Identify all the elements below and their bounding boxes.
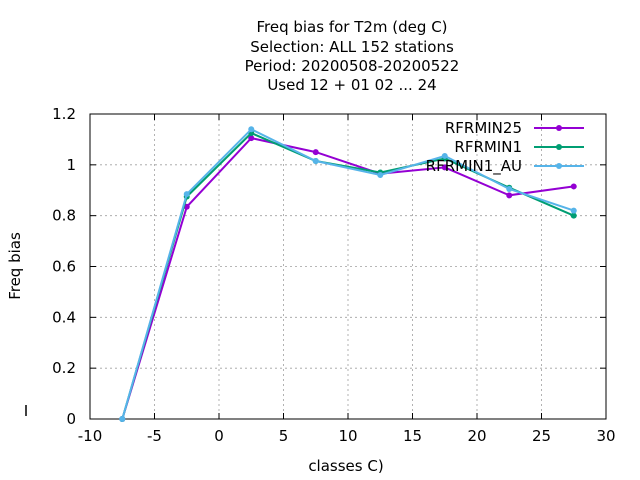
tick-labels: -10 -5 0 5 10 15 20 25 30 0 0.2 0.4 0.6 0.8 1 1.2 <box>52 105 615 445</box>
data-point <box>441 164 448 171</box>
data-point <box>441 152 448 159</box>
y-tick-label: 0 <box>66 410 76 428</box>
series-line-2 <box>121 128 575 420</box>
legend-label-1: RFRMIN1 <box>454 138 522 156</box>
data-point <box>248 126 255 133</box>
y-tick-label: 0.2 <box>52 359 76 377</box>
plot-border <box>89 113 607 420</box>
x-tick-label: 0 <box>214 427 224 445</box>
data-point <box>248 135 255 142</box>
title-line-4: Used 12 + 01 02 ... 24 <box>267 76 436 94</box>
data-point <box>377 172 384 178</box>
x-tick-label: 25 <box>532 427 551 445</box>
series-line-0 <box>121 137 574 420</box>
x-tick-label: 10 <box>338 427 357 445</box>
y-axis-label: Freq bias <box>6 232 24 300</box>
y-tick-label: 0.4 <box>52 308 76 326</box>
legend-marker-2 <box>556 163 562 169</box>
x-tick-label: 5 <box>279 427 289 445</box>
x-tick-label: 15 <box>403 427 422 445</box>
x-axis-label: classes C) <box>308 457 383 475</box>
x-tick-label: -10 <box>78 427 103 445</box>
y-tick-label: 0.6 <box>52 258 76 276</box>
title-line-3: Period: 20200508-20200522 <box>245 57 460 75</box>
title-line-1: Freq bias for T2m (deg C) <box>256 18 447 36</box>
data-point <box>570 207 577 214</box>
data-point <box>570 183 577 190</box>
data-point <box>312 149 319 156</box>
y-tick-label: 1.2 <box>52 105 76 123</box>
title-line-2: Selection: ALL 152 stations <box>250 38 454 56</box>
y-tick-label: 1 <box>66 156 76 174</box>
legend-label-0: RFRMIN25 <box>445 119 522 137</box>
legend-marker-1 <box>556 144 562 150</box>
x-tick-label: -5 <box>147 427 162 445</box>
data-point <box>183 191 190 198</box>
y-tick-label: 0.8 <box>52 207 76 225</box>
data-point <box>312 158 319 165</box>
legend-marker-0 <box>556 125 562 131</box>
x-tick-label: 30 <box>596 427 615 445</box>
chart-title: Freq bias for T2m (deg C) Selection: ALL… <box>245 18 460 94</box>
data-point <box>119 416 126 422</box>
data-point <box>570 212 577 219</box>
x-tick-label: 20 <box>467 427 486 445</box>
legend-label-2: RFRMIN1_AU <box>426 157 522 176</box>
series-lines <box>119 126 577 422</box>
data-point <box>506 185 513 192</box>
data-point <box>506 192 513 199</box>
